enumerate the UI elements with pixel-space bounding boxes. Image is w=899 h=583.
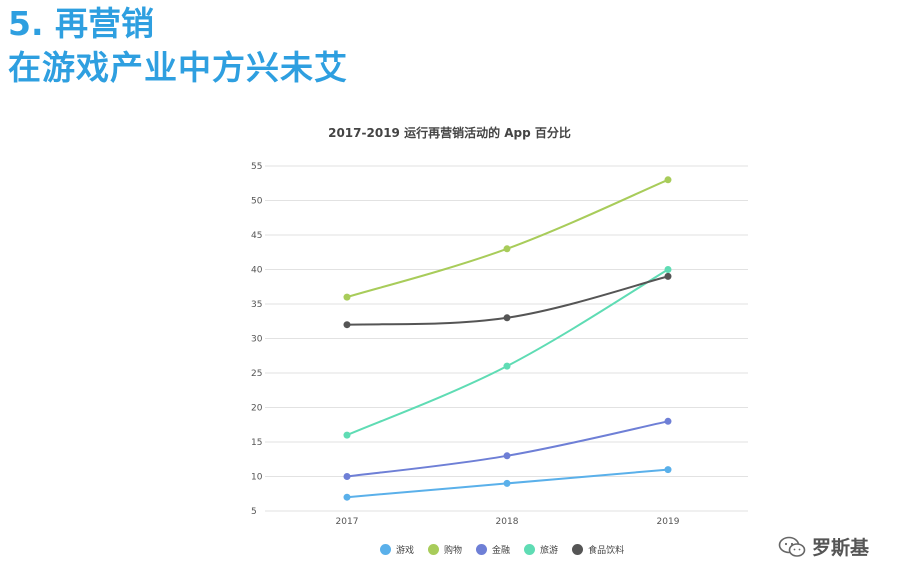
- data-point: [343, 493, 351, 501]
- y-tick-label: 15: [251, 438, 262, 448]
- y-tick-label: 5: [251, 507, 257, 517]
- y-tick-label: 45: [251, 231, 262, 241]
- y-tick-label: 20: [251, 404, 263, 414]
- legend-label: 金融: [492, 546, 511, 556]
- y-tick-label: 25: [251, 369, 262, 379]
- data-point: [664, 417, 672, 425]
- data-point: [343, 431, 351, 439]
- data-point: [503, 314, 511, 322]
- page-subtitle: 在游戏产业中方兴未艾: [8, 48, 348, 87]
- legend-label: 游戏: [396, 546, 415, 556]
- legend-item: 旅游: [524, 543, 558, 556]
- x-tick-label: 2017: [336, 517, 359, 527]
- legend-label: 食品饮料: [588, 546, 625, 556]
- x-tick-label: 2018: [496, 517, 519, 527]
- data-point: [503, 452, 511, 460]
- y-tick-label: 35: [251, 300, 262, 310]
- legend-swatch: [572, 544, 584, 555]
- data-point: [664, 266, 672, 273]
- data-point: [664, 176, 672, 184]
- legend-item: 游戏: [380, 543, 414, 556]
- data-point: [664, 272, 672, 280]
- legend-label: 旅游: [540, 546, 559, 556]
- wechat-icon: [778, 536, 806, 557]
- x-tick-label: 2019: [657, 517, 680, 527]
- legend-label: 购物: [444, 546, 463, 556]
- chart-title: 2017-2019 运行再营销活动的 App 百分比: [328, 126, 571, 140]
- y-tick-label: 40: [251, 266, 263, 276]
- data-point: [503, 362, 511, 370]
- legend-item: 食品饮料: [572, 543, 624, 556]
- legend-swatch: [476, 544, 488, 555]
- series-line-3: [346, 420, 669, 478]
- watermark: 罗斯基: [778, 533, 869, 560]
- y-tick-label: 50: [251, 197, 263, 207]
- data-point: [503, 245, 511, 253]
- watermark-text: 罗斯基: [811, 537, 869, 559]
- data-point: [343, 293, 351, 301]
- legend-swatch: [380, 544, 391, 555]
- series-line-2: [346, 178, 669, 299]
- data-point: [503, 479, 511, 487]
- legend-item: 金融: [476, 543, 510, 556]
- data-point: [343, 321, 351, 329]
- y-tick-label: 10: [251, 473, 263, 483]
- chart-legend: 游戏 购物 金融 旅游 食品饮料: [380, 543, 624, 556]
- y-tick-label: 30: [251, 335, 263, 345]
- y-tick-label: 55: [251, 162, 262, 172]
- legend-swatch: [428, 544, 440, 555]
- data-point: [664, 466, 672, 474]
- data-point: [343, 473, 351, 480]
- legend-item: 购物: [428, 543, 462, 556]
- legend-swatch: [524, 544, 536, 555]
- page-title: 5. 再营销: [8, 4, 154, 43]
- series-line-4: [346, 268, 669, 437]
